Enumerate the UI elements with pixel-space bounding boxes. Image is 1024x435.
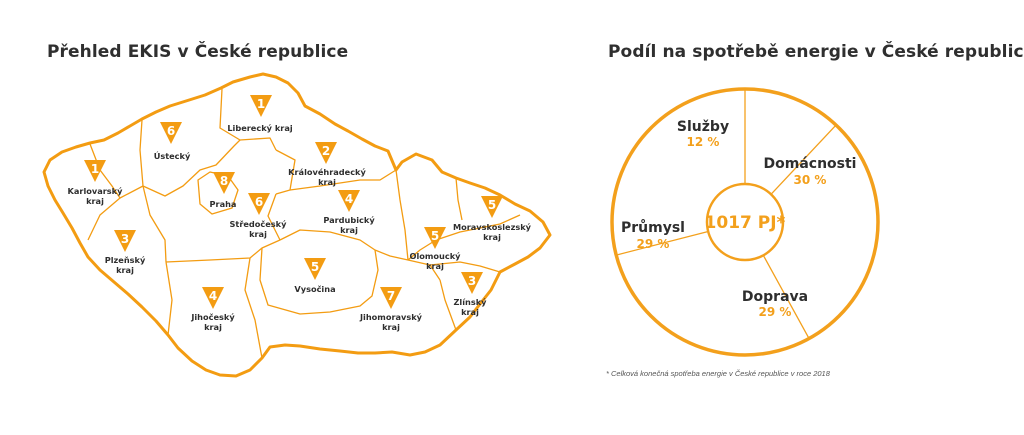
region-marker-jihomoravsky: 7 Jihomoravský kraj [359, 287, 423, 332]
region-marker-zlinsky: 3 Zlínský kraj [453, 272, 487, 317]
center-total-label: 1017 PJ* [705, 213, 786, 233]
segment-label: Služby [677, 119, 729, 135]
region-label: Plzeňský [105, 255, 146, 265]
region-label: kraj [86, 196, 104, 206]
pie-center-ring [705, 182, 785, 262]
segment-value: 29 % [637, 237, 670, 251]
region-label: Liberecký kraj [227, 123, 293, 133]
segment-value: 12 % [687, 135, 720, 149]
segment-value: 29 % [759, 305, 792, 319]
region-marker-karlovarsky: 1 Karlovarský kraj [68, 160, 124, 206]
pie-divider-line [770, 125, 836, 195]
pie-divider-line [616, 230, 709, 256]
energy-pie-chart: 1017 PJ* Služby 12 % Domácnosti 30 % Dop… [610, 87, 880, 357]
region-marker-kralovehradecky: 2 Královéhradecký kraj [288, 142, 366, 187]
region-label: Ústecký [154, 150, 191, 161]
marker-count: 6 [255, 195, 263, 209]
region-label: kraj [340, 225, 358, 235]
region-label: kraj [204, 322, 222, 332]
region-label: kraj [116, 265, 134, 275]
segment-label: Průmysl [621, 219, 685, 236]
marker-count: 4 [345, 192, 353, 206]
region-label: Karlovarský [68, 186, 124, 196]
region-label: kraj [382, 322, 400, 332]
marker-count: 1 [257, 97, 265, 111]
region-marker-olomoucky: 5 Olomoucký kraj [409, 227, 461, 271]
region-borders [87, 88, 521, 359]
region-label: Pardubický [323, 215, 375, 225]
segment-label: Doprava [742, 289, 808, 305]
marker-count: 5 [431, 229, 439, 243]
region-marker-liberecky: 1 Liberecký kraj [227, 95, 293, 133]
czech-map: 1 Liberecký kraj 6 Ústecký 1 Karlovarský… [42, 72, 552, 378]
region-label: Moravskoslezský [453, 222, 532, 232]
region-label: Středočeský [230, 219, 288, 229]
region-label: kraj [483, 232, 501, 242]
pie-outer-ring [610, 87, 880, 357]
region-marker-plzensky: 3 Plzeňský kraj [105, 230, 146, 275]
pie-segment-domacnosti: Domácnosti 30 % [764, 156, 857, 187]
region-marker-jihocesky: 4 Jihočeský kraj [190, 287, 235, 332]
region-label: Královéhradecký [288, 167, 366, 177]
marker-count: 1 [91, 162, 99, 176]
marker-count: 5 [488, 198, 496, 212]
marker-count: 2 [322, 144, 330, 158]
marker-count: 5 [311, 260, 319, 274]
pie-segment-sluzby: Služby 12 % [677, 119, 729, 149]
segment-label: Domácnosti [764, 156, 857, 172]
region-marker-praha: 8 Praha [210, 172, 237, 209]
pie-dividers [616, 90, 836, 338]
marker-count: 6 [167, 124, 175, 138]
region-marker-vysocina: 5 Vysočina [294, 258, 336, 294]
region-label: Vysočina [294, 284, 335, 294]
map-title: Přehled EKIS v České republice [47, 42, 349, 62]
region-marker-pardubicky: 4 Pardubický kraj [323, 190, 375, 235]
pie-divider-line [762, 254, 810, 338]
region-marker-moravskoslezsky: 5 Moravskoslezský kraj [453, 196, 532, 242]
region-label: Jihočeský [190, 312, 235, 322]
region-label: kraj [318, 177, 336, 187]
region-label: Zlínský [453, 297, 487, 307]
marker-count: 4 [209, 289, 217, 303]
chart-title: Podíl na spotřebě energie v České republ… [608, 42, 1024, 62]
segment-value: 30 % [794, 173, 827, 187]
region-marker-stredocesky: 6 Středočeský kraj [230, 193, 288, 239]
region-label: Jihomoravský [359, 312, 423, 322]
pie-segment-doprava: Doprava 29 % [742, 289, 808, 319]
region-label: kraj [461, 307, 479, 317]
region-label: kraj [249, 229, 267, 239]
marker-count: 3 [468, 274, 476, 288]
marker-count: 8 [220, 174, 228, 188]
marker-count: 3 [121, 232, 129, 246]
region-marker-ustecky: 6 Ústecký [154, 122, 191, 161]
country-outline [42, 72, 552, 378]
pie-segment-prumysl: Průmysl 29 % [621, 219, 685, 251]
region-label: kraj [426, 261, 444, 271]
chart-footnote: * Celková konečná spotřeba energie v Čes… [606, 369, 830, 378]
region-label: Praha [210, 199, 237, 209]
marker-count: 7 [387, 289, 395, 303]
region-label: Olomoucký [409, 251, 461, 261]
